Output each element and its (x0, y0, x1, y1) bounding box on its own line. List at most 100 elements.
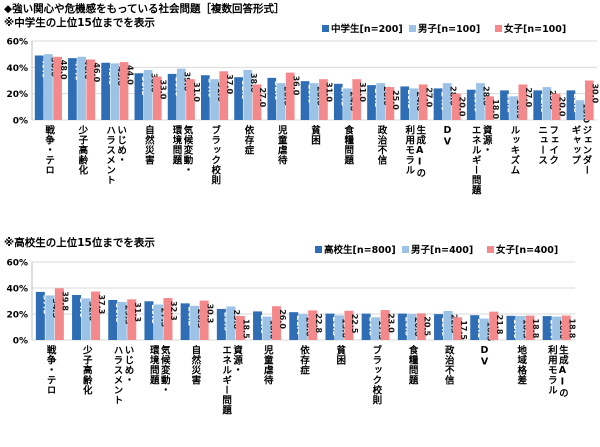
category-label: 自然災害 (143, 124, 156, 165)
bar (533, 90, 543, 120)
bar (34, 55, 44, 120)
data-label: 20.0 (458, 97, 467, 117)
bar (219, 71, 229, 120)
bar (409, 88, 419, 120)
category-label: いじめ・ (123, 345, 135, 385)
legend-swatch (402, 246, 409, 253)
bar (234, 77, 243, 120)
bar (333, 83, 343, 120)
category-label: ジェンダー (580, 125, 592, 175)
bar (385, 87, 395, 120)
data-label: 18.0 (491, 99, 500, 119)
bar (298, 314, 308, 340)
chart1-subtitle: ※中学生の上位15位までを表示 (4, 17, 155, 29)
category-label: 戦争・テロ (45, 344, 57, 395)
bar (163, 298, 173, 340)
data-label: 31.0 (358, 82, 367, 102)
data-label: 20.5 (423, 316, 432, 336)
category-label: 児童虐待 (276, 125, 289, 165)
bar (167, 73, 177, 120)
y-tick-label: 40% (6, 285, 28, 295)
bar (418, 84, 428, 120)
bar (376, 83, 386, 120)
legend-label: 中学生[n=200] (331, 23, 403, 35)
bar (152, 76, 162, 120)
category-label: 環境問題 (148, 344, 160, 385)
bar (210, 79, 219, 120)
bar (352, 79, 362, 120)
bar (267, 77, 277, 120)
category-label: 気候変動・ (159, 344, 171, 395)
legend-swatch (495, 25, 502, 32)
bar (515, 315, 525, 340)
category-label: エネルギー問題 (470, 125, 482, 195)
legend-swatch (322, 25, 329, 32)
bar (117, 301, 127, 340)
bar (81, 298, 91, 340)
y-tick-label: 40% (6, 64, 28, 74)
bar (575, 100, 585, 120)
bar (470, 315, 480, 340)
category-label: 少子高齢化 (81, 344, 94, 395)
bar (344, 310, 354, 340)
bar (200, 75, 210, 120)
legend-swatch (315, 246, 322, 253)
bar (525, 315, 535, 340)
bar (489, 311, 499, 340)
bar (479, 318, 489, 340)
bar (35, 291, 45, 340)
bar (226, 306, 236, 340)
data-label: 31.0 (192, 82, 201, 102)
data-label: 31.3 (133, 302, 142, 322)
category-label: 気候変動・ (182, 124, 194, 175)
category-label: 食糧問題 (342, 124, 355, 165)
category-label: DV (479, 345, 490, 368)
data-label: 18.8 (567, 319, 576, 339)
bar (72, 295, 82, 340)
bar (319, 79, 328, 120)
category-label: DV (442, 125, 453, 148)
bar (235, 315, 245, 340)
legend-label: 男子[n=400] (411, 245, 473, 256)
chart2-subtitle: ※高校生の上位15位までを表示 (4, 237, 155, 249)
data-label: 26.0 (278, 309, 287, 329)
category-label: 利用モラル (403, 124, 416, 175)
data-label: 39.8 (61, 291, 70, 311)
bar (400, 86, 410, 120)
bar (91, 291, 101, 340)
legend-label: 男子[n=100] (418, 24, 480, 35)
bar (309, 83, 319, 120)
bar (584, 80, 594, 120)
bar (542, 87, 552, 120)
data-label: 22.8 (314, 313, 323, 333)
data-label: 44.0 (125, 65, 134, 85)
bar (371, 317, 381, 340)
y-tick-label: 0% (13, 117, 28, 127)
bar (518, 84, 528, 120)
data-label: 27.0 (424, 87, 433, 107)
data-label: 27.0 (524, 87, 533, 107)
category-label: 資源・ (231, 344, 243, 375)
data-label: 33.0 (159, 80, 168, 100)
bar (367, 85, 376, 120)
bar (566, 90, 576, 120)
category-label: 環境問題 (171, 124, 183, 165)
figure-title: ◆強い関心や危機感をもっている社会問題［複数回答形式］ (4, 3, 285, 15)
category-label: 地域格差 (515, 344, 527, 385)
category-label: ブラック校則 (370, 344, 383, 405)
bar (199, 300, 209, 340)
data-label: 23.0 (386, 313, 395, 333)
bar (542, 316, 552, 340)
bar (243, 69, 253, 120)
category-label: ギャップ (569, 124, 581, 165)
y-tick-label: 60% (6, 38, 28, 48)
bar (433, 88, 443, 120)
bar (44, 54, 53, 120)
bar (127, 299, 137, 340)
bar (108, 299, 118, 340)
data-label: 22.5 (350, 314, 359, 334)
category-label: 食糧問題 (407, 344, 420, 385)
bar (153, 304, 163, 340)
